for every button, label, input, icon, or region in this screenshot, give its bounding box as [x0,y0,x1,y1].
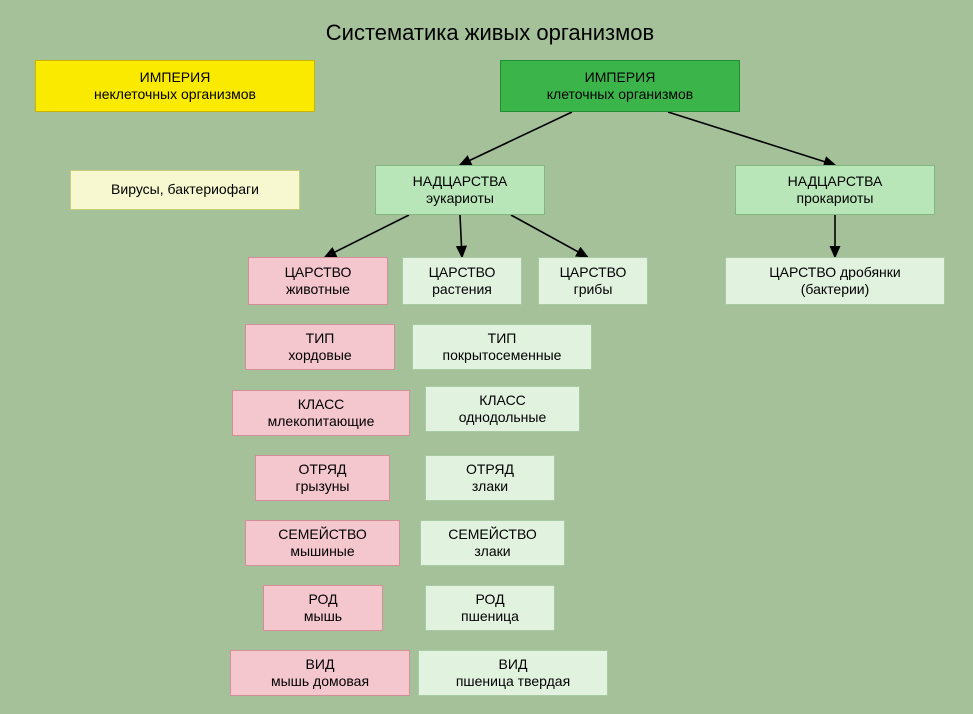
node-label-line1: ЦАРСТВО [560,264,627,282]
node-label-line2: однодольные [459,409,547,427]
edge-eukaryota-to-kingdom_animals [325,215,409,257]
node-type_angio: ТИПпокрытосеменные [412,324,592,370]
edge-emp_cell-to-eukaryota [460,112,572,165]
node-label-line1: ИМПЕРИЯ [140,69,211,87]
diagram-canvas: Систематика живых организмов ИМПЕРИЯнекл… [0,0,973,714]
node-label-line2: клеточных организмов [547,86,693,104]
node-label-line2: грибы [574,281,613,299]
node-kingdom_animals: ЦАРСТВОживотные [248,257,388,305]
node-label-line1: ВИД [306,656,335,674]
node-label-line2: животные [286,281,350,299]
node-kingdom_drobyanki: ЦАРСТВО дробянки(бактерии) [725,257,945,305]
node-label-line2: прокариоты [797,190,874,208]
node-label-line2: мышиные [290,543,354,561]
node-label-line2: мышь [304,608,342,626]
node-label-line1: ОТРЯД [466,461,514,479]
diagram-title: Систематика живых организмов [290,20,690,50]
node-label-line2: грызуны [295,478,349,496]
edge-eukaryota-to-kingdom_plants [460,215,462,257]
node-label-line2: злаки [474,543,510,561]
node-label-line2: неклеточных организмов [94,86,256,104]
node-label-line2: мышь домовая [271,673,369,691]
node-label-line1: ТИП [488,330,517,348]
node-label-line1: ЦАРСТВО дробянки [769,264,900,282]
node-label-line1: РОД [475,591,504,609]
node-family_muridae: СЕМЕЙСТВОмышиные [245,520,400,566]
node-label-line1: СЕМЕЙСТВО [278,526,366,544]
node-order_grasses: ОТРЯДзлаки [425,455,555,501]
node-class_mammalia: КЛАССмлекопитающие [232,390,410,436]
node-label-line1: НАДЦАРСТВА [788,173,883,191]
node-family_grasses: СЕМЕЙСТВОзлаки [420,520,565,566]
node-type_chordates: ТИПхордовые [245,324,395,370]
node-label-line1: ЦАРСТВО [285,264,352,282]
node-species_triticum: ВИДпшеница твердая [418,650,608,696]
node-label-line2: пшеница твердая [456,673,570,691]
node-genus_mus: РОДмышь [263,585,383,631]
node-kingdom_plants: ЦАРСТВОрастения [402,257,522,305]
node-label-line2: (бактерии) [801,281,870,299]
node-label-line1: ТИП [306,330,335,348]
edge-eukaryota-to-kingdom_fungi [511,215,588,257]
node-emp_cell: ИМПЕРИЯклеточных организмов [500,60,740,112]
node-label-line1: КЛАСС [298,396,345,414]
node-viruses: Вирусы, бактериофаги [70,170,300,210]
node-label-line2: эукариоты [426,190,494,208]
node-label-line2: злаки [472,478,508,496]
node-label-line2: растения [432,281,492,299]
edge-emp_cell-to-prokaryota [668,112,835,165]
node-genus_triticum: РОДпшеница [425,585,555,631]
node-label-line1: ЦАРСТВО [429,264,496,282]
node-order_rodents: ОТРЯДгрызуны [255,455,390,501]
node-label-line1: Вирусы, бактериофаги [111,181,259,199]
node-label-line1: СЕМЕЙСТВО [448,526,536,544]
node-kingdom_fungi: ЦАРСТВОгрибы [538,257,648,305]
node-label-line1: КЛАСС [479,392,526,410]
node-prokaryota: НАДЦАРСТВАпрокариоты [735,165,935,215]
node-eukaryota: НАДЦАРСТВАэукариоты [375,165,545,215]
node-label-line2: пшеница [461,608,519,626]
node-label-line1: РОД [308,591,337,609]
node-label-line1: ВИД [499,656,528,674]
node-label-line2: млекопитающие [268,413,375,431]
node-label-line1: НАДЦАРСТВА [413,173,508,191]
node-label-line1: ИМПЕРИЯ [585,69,656,87]
node-label-line2: хордовые [288,347,351,365]
node-emp_noncell: ИМПЕРИЯнеклеточных организмов [35,60,315,112]
node-label-line1: ОТРЯД [298,461,346,479]
node-label-line2: покрытосеменные [443,347,562,365]
node-species_mus: ВИДмышь домовая [230,650,410,696]
node-class_mono: КЛАССоднодольные [425,386,580,432]
